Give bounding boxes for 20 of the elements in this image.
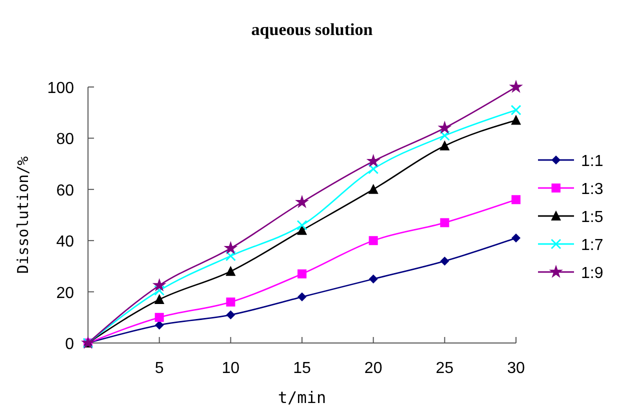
legend-label: 1:5 (581, 209, 604, 226)
y-tick-label: 40 (56, 234, 74, 251)
legend-label: 1:7 (581, 237, 604, 254)
y-tick-label: 20 (56, 284, 74, 302)
y-tick-label: 100 (47, 80, 74, 97)
x-tick-label: 20 (364, 360, 382, 377)
y-tick-label: 0 (65, 336, 74, 353)
y-axis-title: Dissolution/% (14, 156, 32, 274)
x-axis-title: t/min (278, 388, 326, 407)
y-tick-label: 80 (56, 131, 74, 148)
x-tick-label: 10 (222, 360, 240, 377)
legend-label: 1:3 (581, 181, 604, 198)
y-tick-label: 60 (56, 182, 74, 200)
x-tick-label: 15 (293, 360, 311, 377)
legend-label: 1:9 (581, 265, 604, 282)
x-tick-label: 30 (507, 360, 525, 377)
x-tick-label: 5 (154, 360, 164, 377)
x-tick-label: 25 (436, 360, 454, 377)
chart-title: aqueous solution (251, 20, 374, 39)
legend-label: 1:1 (581, 153, 604, 170)
